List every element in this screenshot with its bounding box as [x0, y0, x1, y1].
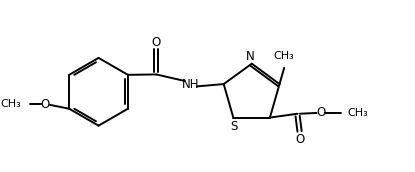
Text: O: O [152, 36, 161, 49]
Text: CH₃: CH₃ [0, 99, 21, 109]
Text: N: N [246, 50, 254, 63]
Text: O: O [41, 98, 50, 111]
Text: S: S [230, 120, 238, 133]
Text: NH: NH [182, 78, 200, 91]
Text: O: O [295, 133, 304, 146]
Text: CH₃: CH₃ [348, 108, 369, 118]
Text: CH₃: CH₃ [274, 51, 295, 61]
Text: O: O [316, 106, 325, 119]
